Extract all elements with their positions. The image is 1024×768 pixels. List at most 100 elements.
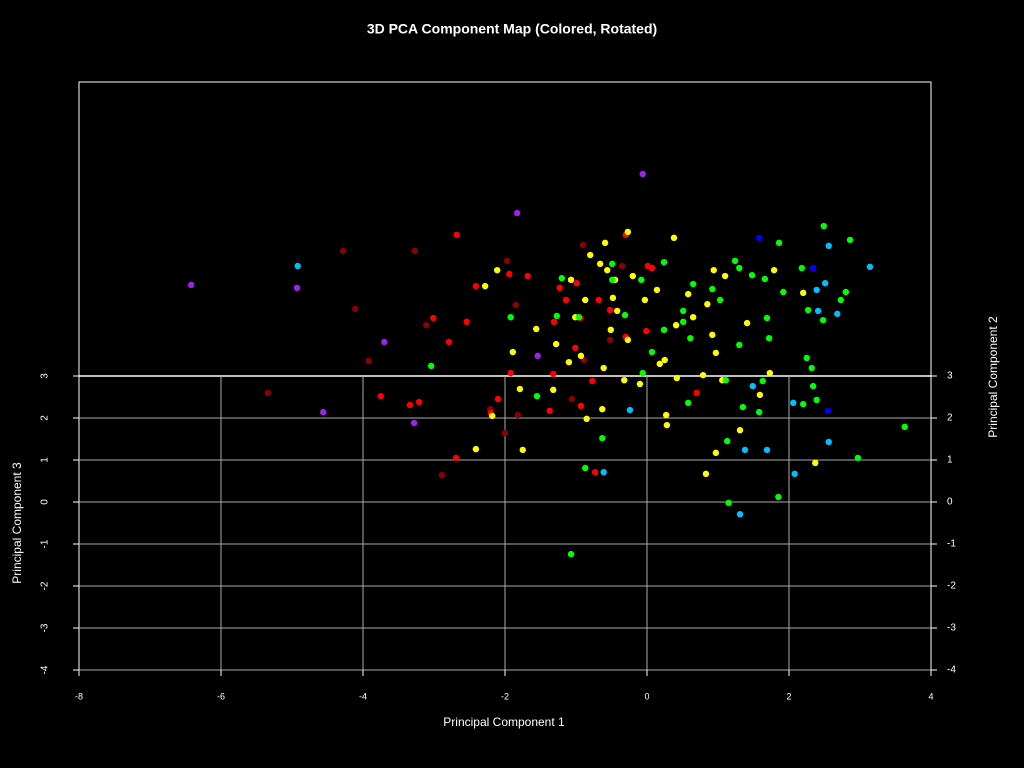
point [803, 354, 810, 362]
point [452, 454, 460, 462]
point [716, 296, 724, 304]
point [430, 314, 437, 322]
point [599, 405, 606, 413]
point [712, 449, 720, 457]
point [712, 349, 720, 357]
point [775, 493, 782, 501]
point [481, 282, 489, 290]
point [791, 470, 798, 478]
point [438, 471, 446, 479]
point [825, 438, 832, 446]
point [709, 285, 716, 293]
point [736, 510, 744, 518]
point [618, 262, 626, 270]
point [600, 364, 607, 372]
point [599, 434, 606, 442]
point [775, 239, 783, 247]
point [759, 377, 766, 385]
point [693, 389, 700, 396]
point [724, 437, 731, 445]
point [643, 327, 650, 335]
point [575, 314, 583, 321]
point [415, 398, 423, 406]
point [812, 459, 819, 467]
point [704, 300, 711, 308]
point [790, 399, 797, 407]
point [722, 377, 730, 384]
point [621, 311, 629, 319]
point [766, 369, 774, 377]
point [689, 314, 697, 321]
point [583, 415, 590, 423]
point [550, 370, 557, 378]
y2-tick-label: 0 [947, 497, 953, 508]
point [824, 407, 832, 415]
y2-tick-label: -1 [947, 539, 956, 550]
point [589, 377, 596, 385]
point [494, 395, 502, 403]
point [406, 401, 414, 409]
y2-tick-label: -2 [947, 581, 956, 592]
point [453, 231, 460, 239]
point [641, 296, 649, 304]
point [656, 360, 663, 368]
point [427, 362, 435, 370]
point [513, 209, 521, 217]
point [660, 258, 668, 266]
point [636, 380, 644, 388]
point [639, 170, 646, 178]
point [725, 499, 732, 507]
x-tick-label: -8 [75, 691, 83, 701]
y2-tick-label: 3 [947, 371, 953, 382]
point [689, 280, 697, 288]
point [710, 266, 717, 274]
point [609, 276, 616, 284]
point [834, 310, 841, 318]
point [567, 276, 575, 284]
point [866, 263, 874, 270]
point [761, 275, 769, 283]
point [472, 445, 480, 453]
point [472, 282, 480, 290]
point [463, 318, 470, 326]
point [582, 464, 589, 472]
point [648, 348, 656, 356]
point [573, 279, 580, 287]
point [556, 284, 563, 291]
y-tick-label: 1 [40, 457, 51, 463]
point [820, 222, 827, 230]
point [763, 446, 771, 454]
point [562, 296, 570, 304]
point [721, 272, 729, 280]
point [600, 468, 607, 476]
point [503, 257, 511, 265]
x-tick-label: -4 [359, 691, 367, 701]
y-tick-label: 2 [40, 415, 51, 421]
point [780, 288, 787, 296]
y2-tick-label: 1 [947, 455, 953, 466]
point [187, 281, 195, 289]
point [846, 236, 854, 244]
point [837, 296, 845, 304]
point [339, 247, 347, 255]
point [901, 423, 908, 431]
point [519, 446, 526, 454]
point [607, 326, 614, 333]
point [819, 316, 827, 324]
point [670, 234, 678, 242]
y2-tick-label: -3 [947, 623, 956, 634]
point [489, 412, 496, 420]
point [648, 264, 656, 272]
y-tick-label: 0 [40, 499, 51, 505]
point [755, 234, 763, 242]
point [741, 446, 749, 454]
point [825, 242, 832, 249]
point [638, 276, 645, 284]
x-tick-label: 0 [644, 691, 649, 701]
y2-tick-label: 2 [947, 413, 953, 424]
point [411, 247, 419, 255]
point [294, 262, 301, 270]
point [680, 318, 687, 326]
point [381, 338, 388, 346]
point [577, 402, 585, 410]
